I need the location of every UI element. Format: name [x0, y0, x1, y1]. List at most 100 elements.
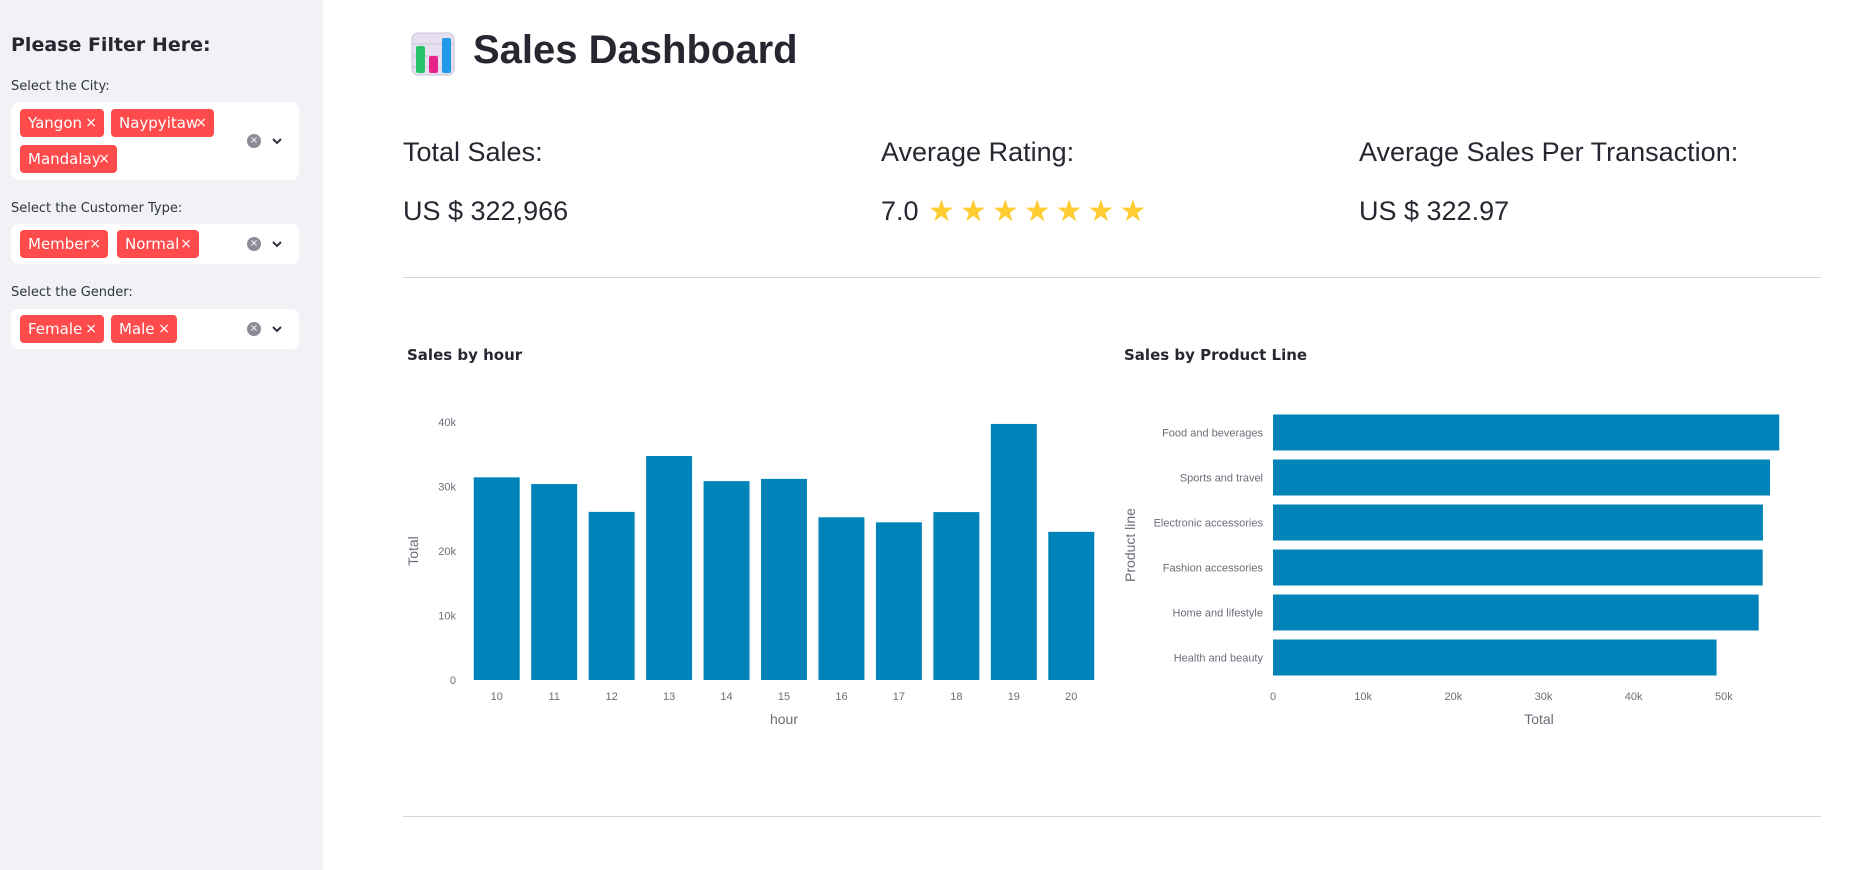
city-tag-naypyitaw: Naypyitaw × [111, 109, 214, 137]
city-multiselect[interactable]: Yangon × Naypyitaw × Mandalay × × [11, 102, 299, 180]
y-tick-label: 10k [438, 611, 456, 623]
x-tick-label: 18 [950, 691, 962, 703]
average-rating-label: Average Rating: [881, 137, 1074, 168]
y-tick-label: 30k [438, 482, 456, 494]
x-axis-label: hour [770, 711, 798, 727]
bar [474, 477, 520, 680]
chevron-down-icon[interactable] [270, 134, 284, 148]
bar [1273, 505, 1763, 541]
chevron-down-icon[interactable] [270, 237, 284, 251]
y-tick-label: 20k [438, 546, 456, 558]
divider [403, 277, 1821, 278]
x-tick-label: 30k [1535, 691, 1553, 703]
x-tick-label: 15 [778, 691, 790, 703]
clear-all-icon[interactable]: × [247, 322, 261, 336]
x-tick-label: 0 [1270, 691, 1276, 703]
remove-tag-icon[interactable]: × [85, 315, 97, 343]
customer-type-multiselect[interactable]: Member × Normal × × [11, 224, 299, 264]
remove-tag-icon[interactable]: × [195, 109, 207, 137]
bar [1273, 595, 1759, 631]
star-icon: ★ [1056, 197, 1083, 227]
total-sales-label: Total Sales: [403, 137, 543, 168]
bar [991, 424, 1037, 680]
avg-per-transaction-label: Average Sales Per Transaction: [1359, 137, 1738, 168]
y-tick-label: 40k [438, 417, 456, 429]
tag-label: Female [28, 320, 82, 338]
y-axis-label: Total [405, 536, 421, 566]
x-tick-label: 11 [548, 691, 559, 703]
divider [403, 816, 1821, 817]
x-tick-label: 50k [1715, 691, 1733, 703]
sales-by-hour-title: Sales by hour [407, 346, 522, 364]
y-axis-label: Product line [1122, 508, 1138, 582]
sales-by-product-line-chart: 0 10k 20k 30k 40k 50k Food and beverages Sports… [1115, 400, 1815, 740]
city-tag-mandalay: Mandalay × [20, 145, 117, 173]
star-icon: ★ [960, 197, 987, 227]
y-tick-label: Food and beverages [1162, 428, 1263, 440]
tag-label: Male [119, 320, 155, 338]
y-tick-label: Sports and travel [1180, 473, 1263, 485]
x-tick-label: 17 [893, 691, 905, 703]
tag-label: Member [28, 235, 90, 253]
sales-by-hour-chart: 0 10k 20k 30k 40k 10 11 12 13 14 15 16 17 18 19 20 hour T… [400, 400, 1110, 740]
y-tick-label: Electronic accessories [1154, 518, 1264, 530]
gender-multiselect[interactable]: Female × Male × × [11, 309, 299, 349]
gender-tag-male: Male × [111, 315, 177, 343]
bar [704, 481, 750, 680]
bar [818, 517, 864, 680]
bar [1273, 415, 1779, 451]
customer-type-filter-label: Select the Customer Type: [11, 201, 182, 216]
remove-tag-icon[interactable]: × [158, 315, 170, 343]
bar [876, 522, 922, 680]
x-tick-label: 10 [491, 691, 503, 703]
bar [1048, 532, 1094, 680]
city-filter-label: Select the City: [11, 79, 110, 94]
star-icon: ★ [1088, 197, 1115, 227]
bar [589, 512, 635, 680]
tag-label: Normal [125, 235, 179, 253]
x-tick-label: 10k [1354, 691, 1372, 703]
remove-tag-icon[interactable]: × [98, 145, 110, 173]
city-tag-yangon: Yangon × [20, 109, 104, 137]
bar [761, 479, 807, 680]
remove-tag-icon[interactable]: × [180, 230, 192, 258]
y-tick-label: Health and beauty [1174, 653, 1264, 665]
x-tick-label: 16 [835, 691, 847, 703]
bar [1273, 550, 1763, 586]
bar-chart-emoji-icon [411, 32, 455, 76]
customer-tag-member: Member × [20, 230, 108, 258]
sidebar: Please Filter Here: Select the City: Yan… [0, 0, 323, 870]
x-tick-label: 40k [1625, 691, 1643, 703]
page-title: Sales Dashboard [473, 28, 798, 73]
tag-label: Yangon [28, 114, 82, 132]
x-tick-label: 12 [606, 691, 618, 703]
star-icon: ★ [992, 197, 1019, 227]
bar [531, 484, 577, 680]
y-tick-label: 0 [450, 675, 456, 687]
x-tick-label: 19 [1008, 691, 1020, 703]
star-icon: ★ [928, 197, 955, 227]
x-tick-label: 20 [1065, 691, 1077, 703]
x-tick-label: 20k [1444, 691, 1462, 703]
clear-all-icon[interactable]: × [247, 237, 261, 251]
avg-per-transaction-value: US $ 322.97 [1359, 196, 1509, 227]
tag-label: Mandalay [28, 150, 101, 168]
bar [933, 512, 979, 680]
clear-all-icon[interactable]: × [247, 134, 261, 148]
star-icon: ★ [1119, 197, 1146, 227]
remove-tag-icon[interactable]: × [85, 109, 97, 137]
star-icon: ★ [1024, 197, 1051, 227]
sidebar-title: Please Filter Here: [11, 34, 211, 56]
average-rating-value: 7.0 [881, 196, 919, 227]
x-tick-label: 14 [720, 691, 732, 703]
y-tick-label: Home and lifestyle [1173, 608, 1264, 620]
gender-filter-label: Select the Gender: [11, 285, 133, 300]
y-tick-label: Fashion accessories [1163, 563, 1264, 575]
bar [646, 456, 692, 680]
rating-stars: ★ ★ ★ ★ ★ ★ ★ [928, 197, 1151, 227]
remove-tag-icon[interactable]: × [89, 230, 101, 258]
gender-tag-female: Female × [20, 315, 104, 343]
tag-label: Naypyitaw [119, 114, 198, 132]
bar [1273, 460, 1770, 496]
chevron-down-icon[interactable] [270, 322, 284, 336]
